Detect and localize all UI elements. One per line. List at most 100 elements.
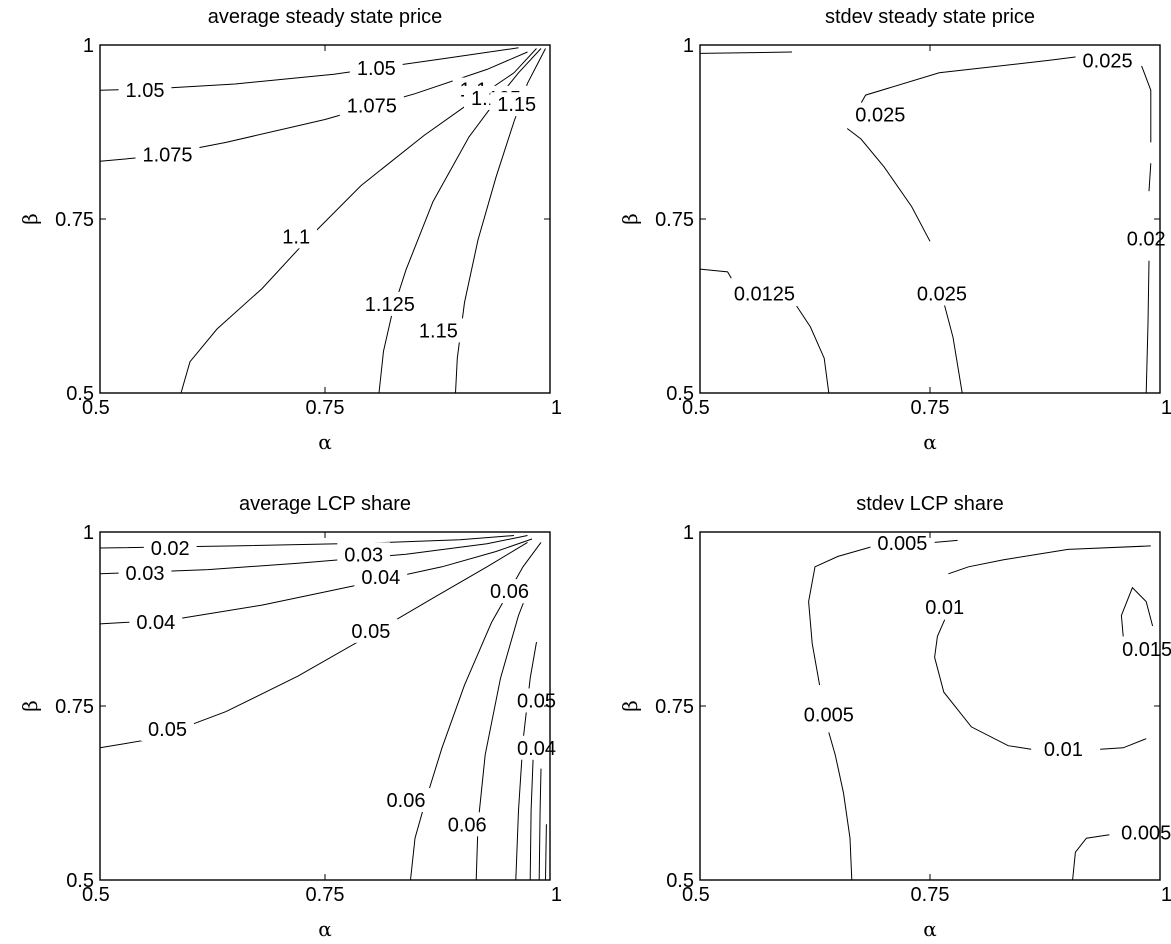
contour-label-bg — [796, 702, 861, 727]
contour-line — [846, 128, 931, 242]
x-tick-label: 0.75 — [306, 397, 345, 419]
contour-line — [410, 542, 542, 881]
contour-label: 1.125 — [365, 294, 415, 316]
contour-label: 0.015 — [1122, 639, 1171, 661]
y-tick-label: 0.75 — [655, 696, 694, 718]
contour-line — [378, 48, 542, 394]
contour-line — [828, 732, 853, 881]
contour-line — [1145, 260, 1150, 394]
panel-2: stdev steady state price 0.025 0.025 0.02 0.… — [618, 6, 1171, 454]
contour-label: 0.02 — [1127, 228, 1166, 250]
plot-frame — [699, 531, 1161, 881]
x-tick-label: 0.5 — [82, 397, 110, 419]
contour-label-bg — [490, 92, 544, 117]
x-tick-label: 0.75 — [306, 884, 345, 906]
contour-label-bg — [1114, 820, 1171, 845]
panel-3: average LCP share0.020.030.030.040.040.0… — [18, 493, 563, 941]
contour-label: 0.04 — [136, 612, 175, 634]
contour-label-bg — [483, 579, 536, 604]
contour-label: 0.05 — [351, 621, 390, 643]
contour-label: 0.005 — [804, 704, 854, 726]
contour-label: 0.03 — [344, 544, 383, 566]
contour-label-bg — [344, 618, 398, 643]
chart-title: average LCP share — [239, 493, 411, 515]
contour-line — [1120, 586, 1154, 637]
x-tick-label: 1 — [1161, 397, 1171, 419]
contour-label: 1.1 — [282, 226, 310, 248]
contour-line — [699, 51, 793, 54]
contour-label-bg — [129, 609, 183, 634]
y-tick-label: 0.75 — [55, 209, 94, 231]
contour-label: 0.0125 — [734, 283, 795, 305]
contour-line — [948, 545, 1151, 575]
y-axis-label: β — [618, 213, 642, 225]
contour-label: 0.01 — [1044, 739, 1083, 761]
contour-label-bg — [379, 787, 433, 812]
contour-label: 0.03 — [126, 563, 165, 585]
contour-line — [934, 539, 958, 543]
contour-label: 0.04 — [361, 567, 400, 589]
y-tick-label: 1 — [83, 522, 94, 544]
x-tick-label: 1 — [1161, 884, 1171, 906]
contour-line — [1072, 834, 1110, 881]
contour-label: 0.01 — [925, 597, 964, 619]
contour-label: 0.02 — [151, 538, 190, 560]
contour-label-bg — [726, 281, 802, 306]
contour-line — [796, 305, 830, 394]
y-axis-label: β — [618, 700, 642, 712]
chart-title: stdev steady state price — [825, 6, 1035, 28]
contour-label-bg — [118, 561, 172, 586]
contour-label: 0.04 — [517, 738, 556, 760]
contour-label: 0.025 — [917, 283, 967, 305]
x-tick-label: 0.5 — [82, 884, 110, 906]
contour-label-bg — [141, 716, 194, 741]
contour-label: 1.075 — [347, 96, 397, 118]
contour-line — [934, 619, 1032, 750]
contour-label: 1.05 — [357, 58, 396, 80]
contour-label-bg — [412, 318, 465, 343]
x-tick-label: 0.5 — [682, 884, 710, 906]
contour-label-bg — [510, 688, 563, 713]
contour-line — [180, 48, 537, 394]
contour-label: 0.005 — [1121, 823, 1171, 845]
contour-line — [943, 302, 963, 394]
contour-label-bg — [870, 531, 935, 556]
contour-label-bg — [357, 291, 422, 316]
contour-label-bg — [275, 224, 317, 249]
contour-label: 0.05 — [148, 719, 187, 741]
contour-label-bg — [1119, 226, 1171, 251]
contour-label: 1.15 — [497, 94, 536, 116]
contour-label-bg — [1075, 48, 1140, 73]
contour-label-bg — [337, 542, 391, 567]
x-axis-label: α — [923, 917, 937, 941]
contour-label-bg — [135, 142, 200, 167]
contour-label-bg — [1115, 636, 1171, 661]
contour-label: 0.06 — [387, 790, 426, 812]
x-axis-label: α — [318, 430, 332, 454]
contour-label-bg — [1037, 737, 1090, 762]
contour-line — [1141, 65, 1152, 143]
x-axis-label: α — [923, 430, 937, 454]
contour-line — [529, 740, 535, 881]
chart-title: average steady state price — [208, 6, 443, 28]
y-tick-label: 1 — [683, 35, 694, 57]
x-tick-label: 0.5 — [682, 397, 710, 419]
contour-line — [538, 768, 542, 881]
contour-label-bg — [918, 595, 972, 620]
contour-label-bg — [909, 281, 974, 306]
contour-label: 0.005 — [877, 533, 927, 555]
contour-label-bg — [349, 55, 403, 80]
contour-line — [1100, 738, 1147, 750]
contour-label: 0.06 — [448, 814, 487, 836]
panel-1: average steady state price 1.05 1.05 1.075 1… — [18, 6, 562, 454]
y-tick-label: 0.5 — [66, 383, 94, 405]
contour-label: 1.05 — [126, 80, 165, 102]
contour-line — [545, 824, 547, 881]
x-tick-label: 0.75 — [911, 397, 950, 419]
contour-label-bg — [143, 536, 197, 561]
x-axis-label: α — [318, 917, 332, 941]
x-tick-label: 1 — [551, 397, 562, 419]
contour-label-bg — [510, 735, 563, 760]
y-tick-label: 0.75 — [655, 209, 694, 231]
y-tick-label: 1 — [683, 522, 694, 544]
